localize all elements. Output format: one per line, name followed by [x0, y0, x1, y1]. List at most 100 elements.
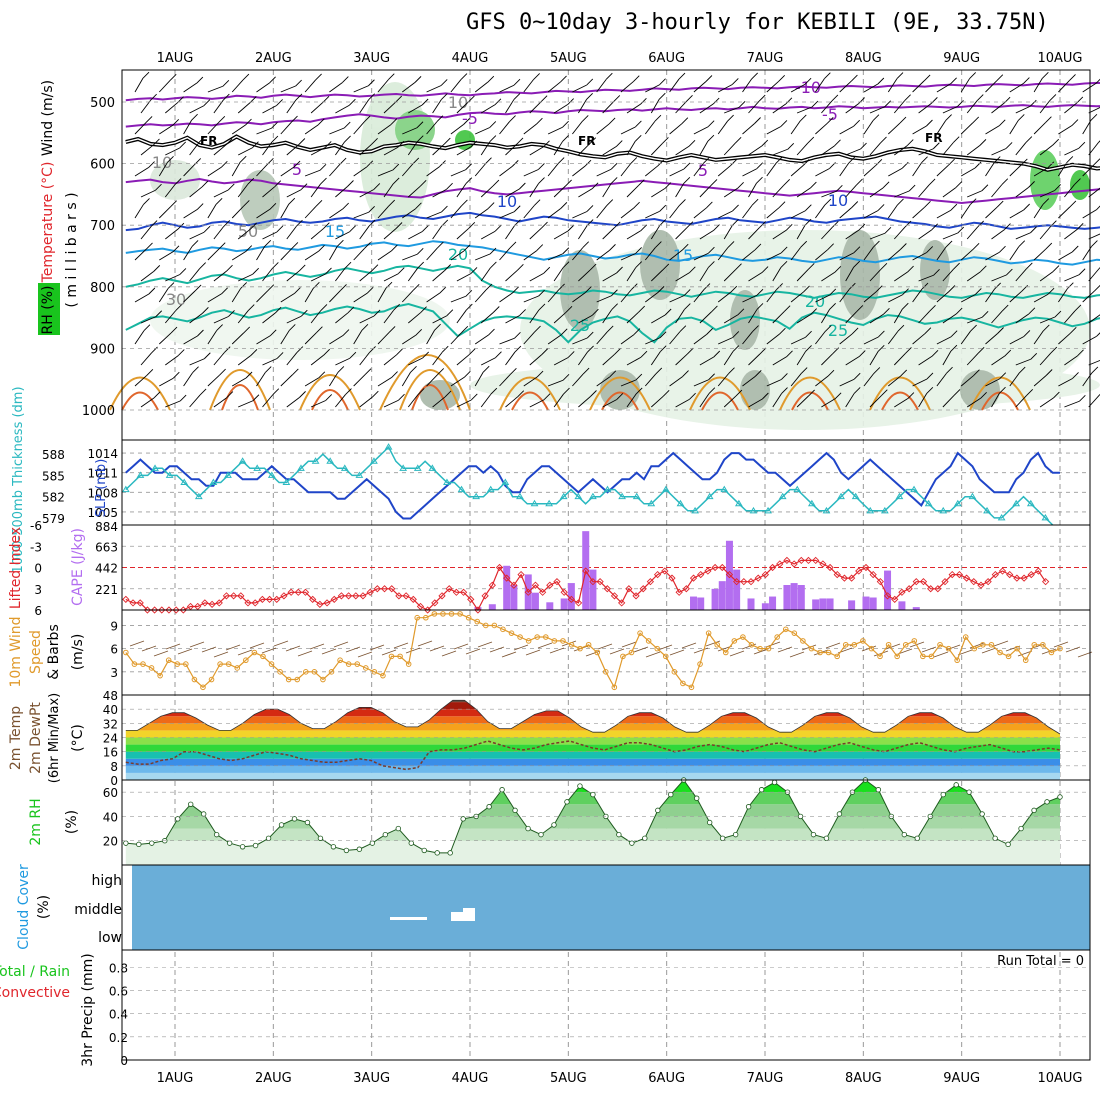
- day-grid: 1AUG1AUG2AUG2AUG3AUG3AUG4AUG4AUG5AUG5AUG…: [157, 51, 1083, 1086]
- wind-barb: [450, 376, 465, 387]
- day-label-bottom: 8AUG: [845, 1071, 882, 1086]
- wind-barb-flag: [708, 387, 716, 395]
- wind-barb-flag: [1023, 203, 1030, 211]
- thickness-tick: 579: [42, 512, 65, 526]
- wind-barb: [280, 203, 290, 219]
- rh-marker: [590, 791, 596, 798]
- wind-barb: [845, 311, 858, 324]
- wind-barb: [796, 106, 813, 114]
- contour-35: [791, 391, 829, 411]
- contour-label: 10: [497, 192, 517, 211]
- cape-bar: [546, 602, 554, 610]
- wind-barb-flag: [921, 282, 929, 290]
- wind-barb: [426, 121, 438, 135]
- wind-barb: [815, 122, 828, 135]
- rh-marker: [434, 850, 440, 856]
- wind-barb-flag: [541, 221, 548, 229]
- rh-marker: [486, 804, 492, 810]
- li-marker: [301, 588, 310, 596]
- wind-barb-flag: [907, 392, 915, 399]
- li-marker: [186, 602, 195, 611]
- wind-barb-flag: [250, 222, 257, 230]
- wind-barb: [189, 313, 203, 324]
- li-marker: [495, 563, 504, 572]
- rh-blob: [920, 240, 950, 300]
- li-marker: [567, 595, 575, 604]
- wind-barb: [207, 248, 220, 261]
- wind-barb-flag: [807, 263, 815, 270]
- thickness-marker: [413, 464, 422, 471]
- wind-barb: [578, 269, 591, 282]
- li-marker: [194, 602, 202, 611]
- wind-barb-flag: [519, 182, 526, 190]
- wind10-barb: [537, 642, 553, 649]
- li-marker: [222, 592, 231, 600]
- wind-barb: [207, 85, 223, 93]
- wind-barb-flag: [322, 95, 330, 103]
- wind-barb-flag: [752, 325, 759, 332]
- wind10-barb: [693, 647, 709, 654]
- rh-marker: [499, 787, 505, 793]
- wind-barb-flag: [415, 202, 422, 210]
- wind-barb-flag: [1053, 391, 1060, 399]
- wind-barb: [329, 127, 345, 135]
- temp-line: [125, 699, 1061, 735]
- wind-barb-flag: [759, 221, 766, 228]
- rh-marker: [901, 831, 908, 838]
- wind-barb: [645, 292, 659, 303]
- wind-barb-flag: [688, 266, 696, 274]
- wind-barb: [1039, 397, 1054, 408]
- wind10-marker: [191, 676, 198, 683]
- wind-barb: [845, 184, 857, 198]
- wind-barb-flag: [221, 287, 228, 295]
- wind-barb-flag: [996, 74, 1004, 82]
- wind-barb-flag: [148, 161, 155, 168]
- wind-barb-flag: [543, 140, 550, 148]
- wind-barb-flag: [853, 246, 861, 254]
- wind-barb-flag: [470, 393, 478, 401]
- wind-barb: [1064, 147, 1080, 156]
- wind10-barb: [921, 646, 937, 653]
- wind10-barb: [225, 644, 241, 651]
- wind10-marker: [988, 641, 995, 648]
- li-marker: [984, 578, 992, 586]
- wind10-barb: [153, 650, 169, 657]
- wind-barb: [383, 228, 397, 240]
- wind-barb: [887, 78, 898, 93]
- day-label-top: 6AUG: [648, 51, 685, 66]
- wind-barb: [942, 106, 958, 114]
- wind-barb-flag: [1025, 136, 1033, 143]
- temp-band: [125, 700, 1061, 703]
- wind-barb: [140, 144, 154, 156]
- wind-barb: [845, 356, 860, 366]
- wind-barb: [669, 331, 681, 345]
- wind-barb: [231, 161, 241, 177]
- wind-barb: [693, 289, 705, 303]
- li-marker: [596, 578, 604, 586]
- wind-barb-flag: [417, 388, 425, 395]
- wind-barb: [863, 164, 877, 177]
- wind-barb: [790, 336, 806, 345]
- wind-barb: [310, 400, 326, 408]
- rh-marker: [992, 835, 998, 841]
- wind10-barb: [873, 650, 889, 657]
- li-marker: [273, 595, 281, 604]
- wind-barb: [790, 83, 806, 93]
- wind-barb-flag: [948, 158, 955, 166]
- wind-barb-flag: [150, 220, 158, 227]
- wind-barb-flag: [974, 161, 982, 169]
- wind-barb-flag: [926, 119, 933, 127]
- wind-barb-flag: [585, 286, 592, 293]
- wind10-marker: [902, 641, 909, 648]
- contour-30: [689, 376, 751, 411]
- wind-barb-flag: [635, 387, 643, 395]
- cape-ylabel-li: Lifted Index: [8, 527, 24, 609]
- wind-barb: [310, 101, 324, 114]
- wind10-marker: [200, 684, 206, 691]
- wind-barb-flag: [659, 219, 667, 226]
- cape-bar: [848, 600, 856, 610]
- chart-title: GFS 0~10day 3-hourly for KEBILI (9E, 33.…: [466, 10, 1049, 35]
- wind-barb-flag: [416, 121, 424, 129]
- li-marker: [344, 592, 353, 600]
- temp2m-ylabel-units: (°C): [70, 724, 86, 752]
